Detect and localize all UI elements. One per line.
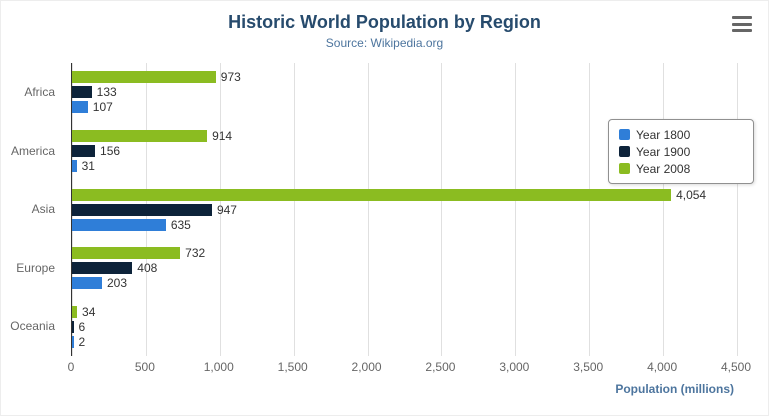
bar-value-label: 973: [220, 70, 241, 85]
gridline: [589, 63, 591, 356]
x-tick-label: 4,500: [720, 360, 752, 374]
x-axis-tick-labels: 0 500 1,000 1,500 2,000 2,500 3,000 3,500 4,000 4…: [67, 360, 751, 376]
legend-label: Year 1900: [636, 144, 691, 159]
bar-value-label: 914: [212, 128, 233, 143]
legend-label: Year 1800: [636, 127, 691, 142]
bar-value-label: 4,054: [676, 187, 707, 202]
legend-swatch: [619, 146, 630, 157]
bar-year-1900-america[interactable]: 156: [72, 144, 120, 158]
hamburger-icon: [732, 16, 752, 32]
legend-swatch: [619, 129, 630, 140]
bar-year-1900-europe[interactable]: 408: [72, 261, 157, 275]
export-menu-button[interactable]: [732, 16, 752, 32]
chart-title: Historic World Population by Region: [228, 12, 541, 32]
bar-year-2008-america[interactable]: 914: [72, 129, 232, 143]
category-label-europe: Europe: [16, 260, 55, 275]
x-tick-label: 3,000: [499, 360, 530, 374]
bar-year-1800-africa[interactable]: 107: [72, 100, 113, 114]
category-label-africa: Africa: [24, 85, 55, 99]
bar-year-1800-asia[interactable]: 635: [72, 218, 191, 232]
bar-year-1800-europe[interactable]: 203: [72, 276, 127, 290]
gridline: [367, 63, 369, 356]
bar-year-2008-europe[interactable]: 732: [72, 246, 205, 260]
bar-year-1800-oceania[interactable]: 2: [72, 335, 85, 349]
category-label-asia: Asia: [31, 202, 55, 217]
bar-year-1900-africa[interactable]: 133: [72, 85, 117, 99]
x-tick-label: 1,000: [203, 360, 234, 374]
bar-year-1800-america[interactable]: 31: [72, 159, 95, 173]
bar-year-2008-asia[interactable]: 4,054: [72, 188, 706, 202]
x-tick-label: 2,000: [351, 360, 382, 374]
legend-label: Year 2008: [636, 161, 691, 176]
bar-value-label: 31: [81, 158, 95, 173]
x-tick-label: 500: [134, 360, 155, 374]
gridline: [737, 63, 738, 356]
chart-subtitle: Source: Wikipedia.org: [325, 36, 444, 50]
legend-item-year-1800[interactable]: Year 1800: [619, 126, 743, 143]
bar-value-label: 107: [92, 100, 113, 115]
bar-year-2008-oceania[interactable]: 34: [72, 305, 95, 319]
x-tick-label: 1,500: [277, 360, 308, 374]
gridline: [515, 63, 517, 356]
bar-value-label: 156: [100, 143, 121, 158]
legend-item-year-2008[interactable]: Year 2008: [619, 160, 743, 177]
bar-value-label: 408: [137, 261, 158, 276]
x-tick-label: 2,500: [425, 360, 456, 374]
gridline: [441, 63, 443, 356]
x-axis-title: Population (millions): [615, 382, 734, 396]
legend-item-year-1900[interactable]: Year 1900: [619, 143, 743, 160]
bar-year-2008-africa[interactable]: 973: [72, 70, 241, 84]
gridline: [663, 63, 665, 356]
bar-year-1900-asia[interactable]: 947: [72, 203, 237, 217]
bar-value-label: 635: [170, 217, 191, 232]
bar-value-label: 732: [185, 246, 206, 261]
gridline: [219, 63, 221, 356]
y-axis-category-labels: Africa America Asia Europe Oceania: [1, 63, 63, 356]
legend-swatch: [619, 163, 630, 174]
x-tick-label: 4,000: [647, 360, 678, 374]
bar-value-label: 34: [82, 304, 96, 319]
bar-value-label: 6: [78, 319, 86, 334]
bar-value-label: 203: [106, 276, 128, 291]
gridline: [293, 63, 295, 356]
bar-year-1900-oceania[interactable]: 6: [72, 320, 85, 334]
x-tick-label: 0: [67, 360, 75, 374]
bar-value-label: 2: [78, 334, 86, 349]
plot-area: 973 133 107 914 156 31 4,054 947 635 732 408 203 34 6…: [71, 63, 738, 356]
legend: Year 1800 Year 1900 Year 2008: [608, 119, 754, 184]
bar-value-label: 947: [216, 202, 237, 217]
x-tick-label: 3,500: [573, 360, 604, 374]
bar-value-label: 133: [96, 85, 117, 100]
category-label-oceania: Oceania: [10, 319, 55, 334]
category-label-america: America: [10, 143, 55, 158]
